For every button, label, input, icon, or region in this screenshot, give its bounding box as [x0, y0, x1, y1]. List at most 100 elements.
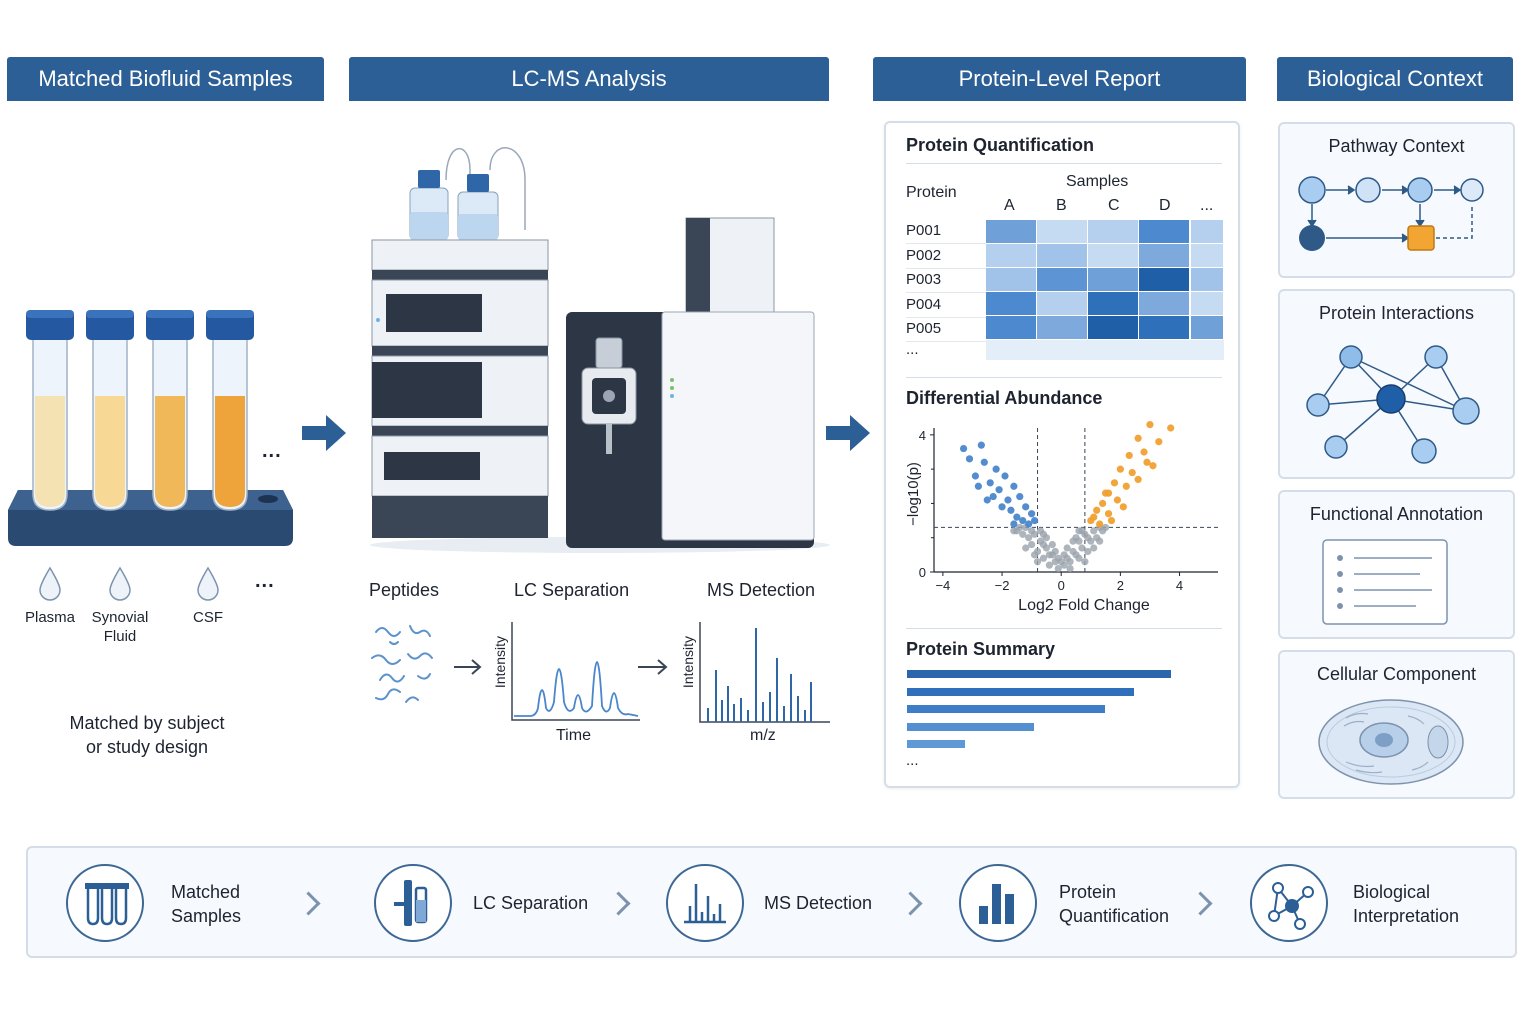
volcano-point	[1101, 489, 1110, 497]
lc-x-axis-label: Time	[556, 727, 591, 744]
cellular-component-card: Cellular Component	[1278, 650, 1515, 799]
volcano-point	[1013, 513, 1021, 521]
y-axis-label: −log10(p)	[905, 462, 922, 526]
volcano-point	[1090, 513, 1098, 521]
heatmap-cell	[986, 292, 1037, 316]
volcano-point	[1030, 551, 1039, 559]
volcano-point	[1054, 554, 1062, 562]
volcano-point	[1022, 503, 1030, 511]
divider	[906, 377, 1222, 378]
volcano-point	[1063, 544, 1071, 552]
sample-column-label: A	[1004, 197, 1015, 214]
x-axis-label: Log2 Fold Change	[1018, 597, 1150, 614]
volcano-point	[1010, 482, 1018, 490]
volcano-point	[1030, 516, 1039, 525]
volcano-point	[1045, 561, 1053, 569]
document-list-icon	[1322, 539, 1448, 625]
workflow-step-ms-label: MS Detection	[764, 893, 873, 913]
quant-title: Protein Quantification	[906, 135, 1095, 155]
protein-row-label: P003	[906, 271, 942, 289]
heatmap-cell	[1088, 268, 1139, 292]
protein-interactions-card: Protein Interactions	[1278, 289, 1515, 479]
volcano-point	[1128, 468, 1136, 477]
functional-annotation-card: Functional Annotation	[1278, 490, 1515, 639]
volcano-point	[1075, 527, 1083, 535]
volcano-point	[1149, 462, 1157, 470]
volcano-point	[1016, 492, 1024, 501]
volcano-point	[1075, 554, 1083, 562]
heatmap-cell	[1088, 316, 1139, 340]
volcano-point	[1122, 482, 1130, 490]
samples-ellipsis-top: ...	[262, 440, 282, 462]
sample-tube	[86, 310, 134, 511]
volcano-point	[1119, 503, 1127, 511]
peptides-label: Peptides	[369, 580, 440, 600]
fluid-label-csf: CSF	[193, 609, 223, 626]
workflow-step-ms-icon	[666, 864, 744, 942]
volcano-point	[1107, 516, 1116, 525]
row-divider	[906, 316, 986, 318]
volcano-point	[1096, 537, 1104, 545]
heatmap-cell	[986, 220, 1037, 244]
network-icon	[1268, 882, 1314, 930]
volcano-point	[1090, 544, 1098, 552]
lc-separation-label: LC Separation	[514, 580, 630, 600]
sample-tube	[26, 310, 74, 511]
row-divider	[906, 267, 986, 269]
y-tick-label: 4	[919, 428, 926, 443]
test-tubes-icon	[85, 883, 129, 926]
bar-chart-icon	[979, 884, 1014, 924]
volcano-point	[1104, 510, 1113, 518]
fluids-ellipsis: ...	[255, 570, 275, 592]
header-lcms: LC-MS Analysis	[349, 57, 829, 101]
volcano-point	[959, 444, 968, 453]
volcano-point	[1007, 506, 1015, 514]
volcano-point	[1039, 530, 1048, 538]
volcano-point	[1048, 540, 1056, 549]
volcano-point	[992, 465, 1000, 473]
volcano-point	[1087, 537, 1095, 545]
arrow-right-icon	[826, 415, 870, 451]
samples-column-header: Samples	[1066, 173, 1129, 190]
volcano-point	[1069, 537, 1077, 545]
heatmap-cell	[986, 244, 1037, 268]
x-tick-label: 0	[1058, 578, 1065, 593]
heatmap-cell	[1037, 220, 1088, 244]
volcano-point	[1081, 558, 1089, 566]
volcano-point	[1101, 523, 1110, 532]
heatmap-cell	[1037, 268, 1088, 292]
workflow-step-bio-label: Biological Interpretation	[1353, 882, 1460, 926]
ms-x-axis-label: m/z	[750, 727, 776, 744]
fluid-label-synovial: Synovial Fluid	[91, 609, 149, 645]
header-report: Protein-Level Report	[873, 57, 1246, 101]
volcano-point	[1025, 520, 1033, 528]
volcano-point	[1113, 496, 1122, 504]
lcms-instrument-illustration	[370, 147, 830, 553]
volcano-point	[1028, 540, 1036, 549]
cell-icon	[1318, 699, 1464, 785]
summary-bar	[907, 705, 1105, 713]
volcano-point	[1016, 523, 1024, 532]
sample-tubes-rack	[8, 310, 293, 546]
x-tick-label: 4	[1176, 578, 1183, 593]
volcano-point	[1110, 479, 1119, 487]
volcano-point	[1028, 527, 1036, 535]
volcano-point	[1054, 564, 1062, 573]
protein-column-header: Protein	[906, 184, 957, 201]
volcano-point	[1004, 496, 1012, 504]
fluid-label-plasma: Plasma	[24, 609, 76, 626]
workflow-step-quant-icon	[959, 864, 1037, 942]
pathway-context-card: Pathway Context	[1278, 122, 1515, 278]
sample-column-label: B	[1056, 197, 1067, 214]
heatmap-cell	[986, 316, 1037, 340]
volcano-point	[1155, 438, 1163, 446]
divider	[906, 163, 1222, 164]
volcano-point	[974, 482, 982, 490]
volcano-point	[986, 479, 994, 487]
workflow-step-quant-label: Protein Quantification	[1059, 882, 1170, 926]
heatmap-cell	[1191, 292, 1224, 316]
volcano-point	[995, 486, 1003, 494]
workflow-step-lc-icon	[374, 864, 452, 942]
volcano-point	[1045, 551, 1053, 559]
heatmap-cell	[1139, 316, 1190, 340]
